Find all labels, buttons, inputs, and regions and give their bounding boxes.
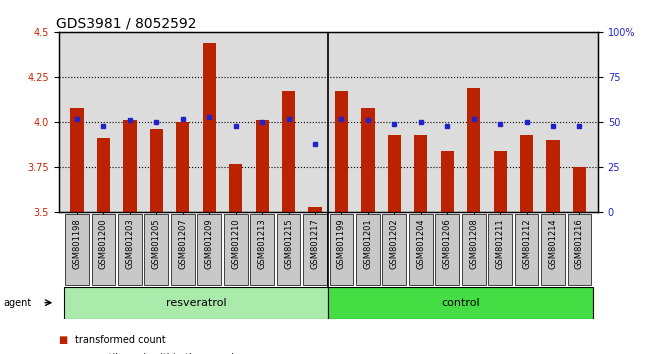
FancyBboxPatch shape (277, 214, 300, 285)
Text: GSM801214: GSM801214 (549, 218, 558, 269)
FancyBboxPatch shape (409, 214, 433, 285)
Bar (203, 43, 216, 212)
Text: GSM801204: GSM801204 (416, 218, 425, 269)
FancyBboxPatch shape (567, 214, 592, 285)
Text: GSM801201: GSM801201 (363, 218, 372, 269)
Bar (282, 91, 295, 212)
Text: GSM801216: GSM801216 (575, 218, 584, 269)
Bar (547, 140, 560, 212)
Bar (64, 287, 328, 319)
Text: ■: ■ (58, 335, 68, 345)
Bar (361, 108, 374, 212)
FancyBboxPatch shape (356, 214, 380, 285)
Text: GSM801210: GSM801210 (231, 218, 240, 269)
FancyBboxPatch shape (488, 214, 512, 285)
Text: control: control (441, 298, 480, 308)
Text: GSM801206: GSM801206 (443, 218, 452, 269)
FancyBboxPatch shape (224, 214, 248, 285)
Bar (150, 129, 163, 212)
Bar (335, 91, 348, 212)
Bar (441, 151, 454, 212)
Bar (124, 120, 136, 212)
Text: GSM801200: GSM801200 (99, 218, 108, 269)
Bar (97, 138, 110, 212)
Text: GSM801213: GSM801213 (257, 218, 266, 269)
FancyBboxPatch shape (462, 214, 486, 285)
Text: GDS3981 / 8052592: GDS3981 / 8052592 (56, 17, 196, 31)
Bar (388, 135, 401, 212)
FancyBboxPatch shape (436, 214, 459, 285)
Bar (520, 135, 533, 212)
Text: GSM801207: GSM801207 (178, 218, 187, 269)
Text: percentile rank within the sample: percentile rank within the sample (75, 353, 240, 354)
FancyBboxPatch shape (303, 214, 327, 285)
Text: transformed count: transformed count (75, 335, 166, 345)
Text: GSM801215: GSM801215 (284, 218, 293, 269)
FancyBboxPatch shape (92, 214, 115, 285)
Bar (467, 88, 480, 212)
Bar (255, 120, 268, 212)
Text: GSM801199: GSM801199 (337, 218, 346, 269)
Text: GSM801198: GSM801198 (73, 218, 81, 269)
FancyBboxPatch shape (515, 214, 538, 285)
FancyBboxPatch shape (250, 214, 274, 285)
Text: resveratrol: resveratrol (166, 298, 226, 308)
FancyBboxPatch shape (198, 214, 221, 285)
Text: GSM801203: GSM801203 (125, 218, 135, 269)
Text: GSM801212: GSM801212 (522, 218, 531, 269)
Text: GSM801208: GSM801208 (469, 218, 478, 269)
Bar (308, 207, 322, 212)
Bar (70, 108, 84, 212)
Text: agent: agent (3, 298, 31, 308)
Text: GSM801202: GSM801202 (390, 218, 399, 269)
FancyBboxPatch shape (171, 214, 195, 285)
Bar (493, 151, 507, 212)
Bar (229, 164, 242, 212)
Bar (176, 122, 189, 212)
Bar (414, 135, 428, 212)
FancyBboxPatch shape (118, 214, 142, 285)
FancyBboxPatch shape (65, 214, 89, 285)
Text: GSM801205: GSM801205 (152, 218, 161, 269)
Bar (328, 287, 593, 319)
Text: GSM801211: GSM801211 (496, 218, 504, 269)
FancyBboxPatch shape (330, 214, 354, 285)
FancyBboxPatch shape (541, 214, 565, 285)
Bar (573, 167, 586, 212)
FancyBboxPatch shape (382, 214, 406, 285)
Text: ■: ■ (58, 353, 68, 354)
Text: GSM801209: GSM801209 (205, 218, 214, 269)
Text: GSM801217: GSM801217 (311, 218, 320, 269)
FancyBboxPatch shape (144, 214, 168, 285)
